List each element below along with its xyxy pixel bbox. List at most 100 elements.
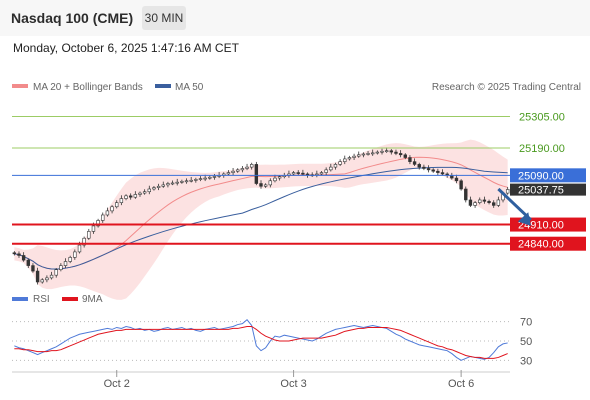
candle-body [333, 164, 338, 168]
candle-body [212, 176, 217, 178]
legend-swatch-9ma [62, 297, 78, 301]
candle-body [426, 168, 431, 171]
candle-body [403, 154, 407, 158]
candle-body [40, 279, 44, 283]
candle-body [273, 177, 277, 182]
candle-body [496, 199, 501, 206]
candle-body [236, 169, 240, 172]
candle-body [91, 225, 96, 232]
candle-body [375, 151, 380, 154]
candle-body [492, 202, 496, 206]
candle-body [226, 172, 231, 175]
candle-body [301, 172, 305, 175]
last-price-tag: 25037.75 [518, 185, 564, 197]
bollinger-band [14, 139, 508, 300]
candle-body [468, 199, 473, 206]
candle-body [82, 237, 86, 246]
candle-body [412, 161, 417, 165]
candle-body [408, 157, 412, 162]
forecast-arrow-head [517, 212, 531, 226]
candle-body [436, 170, 440, 173]
timestamp: Monday, October 6, 2025 1:47:16 AM CET [13, 41, 239, 55]
candle-body [45, 277, 49, 281]
candle-body [156, 185, 161, 188]
candle-body [180, 181, 184, 183]
candle-body [422, 166, 426, 169]
instrument-title: Nasdaq 100 (CME) [11, 10, 134, 26]
legend-label-ma50: MA 50 [175, 82, 204, 93]
candle-body [124, 195, 128, 199]
candle-body [324, 169, 328, 173]
candle-body [352, 155, 356, 158]
candle-body [161, 184, 165, 187]
candle-body [101, 214, 105, 221]
candle-body [319, 172, 324, 175]
candle-body [170, 182, 175, 185]
candle-body [189, 179, 193, 182]
candle-body [357, 154, 361, 157]
candle-body [347, 157, 352, 160]
candle-body [198, 178, 203, 180]
candle-body [296, 172, 300, 174]
price-panel: 25305.0025190.0025090.0024910.0024840.00… [12, 112, 586, 300]
x-tick-label: Oct 2 [104, 378, 130, 390]
watermark: Research © 2025 Trading Central [432, 82, 581, 93]
candle-body [194, 179, 198, 181]
rsi-tick-label: 30 [520, 355, 532, 367]
candle-body [147, 188, 151, 193]
support-label: 24840.00 [518, 239, 564, 251]
candle-body [12, 252, 17, 255]
candle-body [133, 194, 138, 198]
candle-body [21, 255, 26, 261]
candle-body [59, 265, 63, 270]
candle-body [482, 199, 487, 202]
legend-label-9ma: 9MA [82, 294, 103, 305]
candle-body [440, 172, 445, 175]
candle-body [380, 150, 384, 153]
legend-swatch-bollinger [12, 84, 28, 88]
candle-body [63, 261, 68, 266]
candle-body [17, 253, 21, 256]
candle-body [398, 153, 403, 156]
timeframe-button[interactable]: 30 MIN [142, 6, 186, 30]
candle-body [166, 183, 170, 186]
candle-body [366, 153, 370, 155]
candle-body [487, 201, 491, 203]
pivot-label: 25090.00 [518, 170, 564, 182]
candle-body [119, 198, 124, 203]
candle-body [26, 259, 30, 266]
candle-body [49, 274, 54, 279]
candle-body [315, 173, 319, 176]
resistance-label: 25305.00 [519, 112, 565, 124]
candle-body [96, 220, 100, 227]
candle-body [105, 210, 110, 216]
candle-body [128, 195, 133, 198]
last-price-tag-bg [510, 183, 586, 196]
candle-body [277, 176, 282, 179]
rsi-ma-line [14, 326, 508, 359]
candle-body [371, 152, 375, 155]
support-label-bg [510, 236, 586, 251]
candle-body [249, 164, 254, 168]
rsi-tick-label: 70 [520, 317, 532, 329]
candle-body [245, 166, 249, 169]
candle-body [54, 269, 58, 276]
candle-body [73, 251, 77, 258]
candle-body [329, 166, 333, 171]
candle-body [291, 172, 296, 175]
candle-body [254, 164, 259, 184]
x-tick-label: Oct 3 [280, 378, 306, 390]
header-bar: Nasdaq 100 (CME) 30 MIN [0, 0, 590, 36]
legend-label-bollinger: MA 20 + Bollinger Bands [33, 82, 143, 93]
candle-body [142, 191, 147, 194]
x-tick-label: Oct 6 [448, 378, 474, 390]
candle-body [338, 161, 342, 165]
candle-body [203, 177, 207, 180]
candle-body [431, 169, 435, 172]
candle-body [394, 151, 398, 154]
candle-body [138, 192, 142, 195]
candle-body [35, 270, 40, 283]
candle-body [110, 206, 114, 212]
x-axis: Oct 2 Oct 3 Oct 6 [12, 370, 510, 390]
